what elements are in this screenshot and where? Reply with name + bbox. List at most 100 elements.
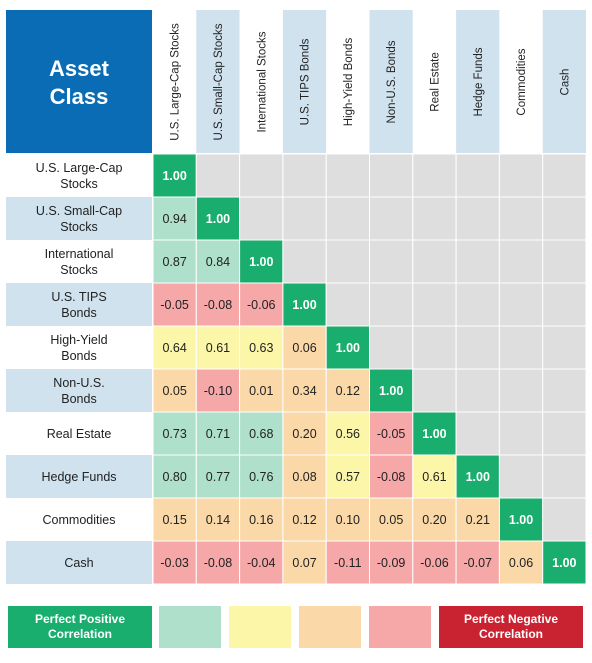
matrix-cell-value: 0.08 bbox=[292, 470, 316, 484]
matrix-cell-empty bbox=[412, 282, 457, 327]
matrix-cell-value: 0.80 bbox=[162, 470, 186, 484]
matrix-cell-diagonal bbox=[195, 196, 241, 241]
matrix-cell-empty bbox=[239, 153, 284, 198]
matrix-cell-empty bbox=[369, 196, 414, 241]
matrix-cell-empty bbox=[282, 239, 327, 284]
matrix-cell-diagonal bbox=[542, 540, 587, 585]
matrix-cell-value: -0.08 bbox=[377, 470, 406, 484]
matrix-cell-value: 0.07 bbox=[292, 556, 316, 570]
asset-class-title-line1: Asset bbox=[49, 56, 110, 81]
matrix-cell-value: 0.64 bbox=[162, 341, 186, 355]
matrix-cell-value: 0.05 bbox=[379, 513, 403, 527]
matrix-cell-empty bbox=[455, 282, 500, 327]
matrix-cell-diagonal bbox=[369, 368, 414, 413]
row-header-bg bbox=[6, 455, 152, 498]
matrix-cell bbox=[325, 540, 371, 585]
matrix-cell bbox=[195, 540, 241, 585]
matrix-cell-value: 0.84 bbox=[206, 255, 230, 269]
legend-perfect-negative: Perfect Negative Correlation bbox=[439, 606, 583, 648]
matrix-cell-empty bbox=[325, 282, 371, 327]
row-header-label: Real Estate bbox=[47, 427, 112, 441]
column-header-bg bbox=[412, 10, 457, 153]
matrix-cell-value: -0.10 bbox=[204, 384, 233, 398]
matrix-cell-empty bbox=[498, 368, 544, 413]
column-header-label: U.S. Small-Cap Stocks bbox=[213, 23, 225, 140]
legend-swatch-very-high bbox=[159, 606, 221, 648]
legend-swatch-low bbox=[299, 606, 361, 648]
row-headers: U.S. Large-Cap Stocks U.S. Small-Cap Stocks… bbox=[6, 154, 152, 584]
matrix-cell-value: 0.20 bbox=[292, 427, 316, 441]
row-header-label: U.S. Large-Cap bbox=[36, 161, 123, 175]
matrix-cell bbox=[369, 497, 414, 542]
matrix-cell-value: 0.77 bbox=[206, 470, 230, 484]
legend-swatch-negative bbox=[369, 606, 431, 648]
column-headers: U.S. Large-Cap Stocks U.S. Small-Cap Stoc… bbox=[153, 10, 586, 153]
matrix-cell-value: 0.56 bbox=[336, 427, 360, 441]
matrix-cell-value: -0.09 bbox=[377, 556, 406, 570]
row-header-bg bbox=[6, 240, 152, 283]
column-header-bg bbox=[499, 10, 543, 153]
matrix-cell-value: 1.00 bbox=[206, 212, 230, 226]
matrix-cell-empty bbox=[239, 196, 284, 241]
matrix-cell-empty bbox=[542, 282, 587, 327]
column-header-label: Real Estate bbox=[429, 52, 441, 111]
column-header-label: Commodities bbox=[516, 48, 528, 115]
matrix-cell-value: 0.12 bbox=[336, 384, 360, 398]
matrix-cell-empty bbox=[455, 325, 500, 370]
matrix-cell-diagonal bbox=[455, 454, 500, 499]
matrix-cell bbox=[325, 454, 371, 499]
column-header-label: International Stocks bbox=[256, 31, 268, 132]
matrix-cell-value: -0.03 bbox=[160, 556, 189, 570]
matrix-cell-value: 0.73 bbox=[162, 427, 186, 441]
matrix-cell-empty bbox=[412, 153, 457, 198]
matrix-cell-value: 1.00 bbox=[379, 384, 403, 398]
row-header-label: Bonds bbox=[61, 349, 96, 363]
row-header-label: Bonds bbox=[61, 306, 96, 320]
column-header-bg bbox=[326, 10, 370, 153]
matrix-cell-empty bbox=[498, 196, 544, 241]
matrix-cell-empty bbox=[455, 153, 500, 198]
legend-perfect-negative-label: Perfect Negative Correlation bbox=[463, 612, 559, 641]
matrix-cell-value: -0.07 bbox=[464, 556, 493, 570]
column-header-bg bbox=[369, 10, 413, 153]
matrix-cells: 1.00 0.94 1.00 0.87 0.84 1.00 -0.05 -0.08 -0.06 1… bbox=[152, 153, 587, 585]
matrix-cell-empty bbox=[498, 282, 544, 327]
row-header-label: U.S. Small-Cap bbox=[36, 204, 122, 218]
matrix-cell-value: 0.57 bbox=[336, 470, 360, 484]
column-header-label: U.S. Large-Cap Stocks bbox=[170, 23, 182, 141]
matrix-cell-empty bbox=[542, 239, 587, 284]
legend-swatch-high bbox=[229, 606, 291, 648]
matrix-cell-value: 0.20 bbox=[422, 513, 446, 527]
row-header-label: Bonds bbox=[61, 392, 96, 406]
matrix-cell bbox=[152, 239, 197, 284]
row-header-bg bbox=[6, 369, 152, 412]
matrix-cell bbox=[498, 540, 544, 585]
matrix-cell-empty bbox=[412, 196, 457, 241]
row-header-label: U.S. TIPS bbox=[51, 290, 106, 304]
matrix-cell-value: -0.06 bbox=[247, 298, 276, 312]
matrix-cell-empty bbox=[542, 454, 587, 499]
matrix-cell-value: 1.00 bbox=[466, 470, 490, 484]
matrix-cell-empty bbox=[498, 454, 544, 499]
matrix-cell-value: 1.00 bbox=[422, 427, 446, 441]
matrix-cell-empty bbox=[369, 282, 414, 327]
matrix-cell bbox=[239, 497, 284, 542]
matrix-cell bbox=[369, 540, 414, 585]
column-header-bg bbox=[282, 10, 327, 153]
row-header-label: Cash bbox=[64, 556, 93, 570]
matrix-cell bbox=[325, 411, 371, 456]
matrix-cell-empty bbox=[282, 153, 327, 198]
matrix-cell-value: 1.00 bbox=[336, 341, 360, 355]
matrix-cell-empty bbox=[412, 239, 457, 284]
matrix-cell-empty bbox=[542, 411, 587, 456]
matrix-cell-empty bbox=[455, 196, 500, 241]
asset-class-title-line2: Class bbox=[50, 84, 109, 109]
row-header-label: Stocks bbox=[60, 263, 98, 277]
matrix-cell bbox=[152, 282, 197, 327]
matrix-cell-value: 0.68 bbox=[249, 427, 273, 441]
matrix-cell-value: -0.05 bbox=[160, 298, 189, 312]
matrix-cell-value: -0.05 bbox=[377, 427, 406, 441]
correlation-matrix: Asset Class U.S. Large-Cap Stocks U.S. Sm… bbox=[6, 10, 587, 585]
matrix-cell-empty bbox=[455, 239, 500, 284]
